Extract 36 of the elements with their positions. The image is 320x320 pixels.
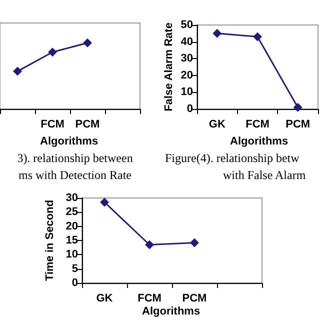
y-axis-title: Time in Second — [44, 200, 56, 282]
y-tick-label: 40 — [180, 36, 193, 48]
y-axis-title: False Alarm Rate — [163, 22, 175, 112]
y-tick-label: 50 — [180, 19, 193, 31]
x-tick-label: PCM — [182, 292, 207, 304]
y-tick-label: 0 — [186, 103, 193, 115]
text: with False Alarm — [223, 168, 306, 182]
x-axis-title: Algorithms — [142, 306, 200, 318]
x-tick-label: FCM — [138, 292, 162, 304]
point — [253, 32, 262, 42]
x-axis-title: Algorithms — [230, 136, 288, 148]
point — [145, 240, 154, 250]
y-tick-label: 15 — [66, 234, 78, 246]
point — [293, 102, 302, 112]
point — [100, 198, 109, 207]
text: 3). relationship between — [17, 151, 133, 165]
y-tick-label: 0 — [72, 277, 78, 289]
point — [190, 238, 199, 248]
y-tick-label: 20 — [180, 69, 193, 82]
y-tick-label: 25 — [66, 206, 78, 218]
y-tick-label: 30 — [180, 52, 193, 65]
x-axis-title: Algorithms — [40, 136, 98, 148]
x-tick-label: FCM — [40, 118, 64, 130]
y-tick-label: 20 — [66, 220, 78, 232]
point — [212, 28, 222, 38]
text: ms with Detection Rate — [18, 168, 132, 182]
x-tick-label: FCM — [246, 118, 270, 130]
x-tick-label: PCM — [75, 118, 100, 130]
y-tick-label: 30 — [66, 192, 78, 204]
x-tick-label: PCM — [286, 118, 310, 130]
y-tick-label: 10 — [180, 86, 193, 98]
y-tick-label: 10 — [66, 248, 78, 261]
text: Figure(4). relationship betw — [165, 151, 300, 165]
x-tick-label: GK — [208, 118, 226, 130]
x-tick-label: GK — [96, 292, 113, 304]
y-tick-label: 5 — [72, 262, 78, 275]
